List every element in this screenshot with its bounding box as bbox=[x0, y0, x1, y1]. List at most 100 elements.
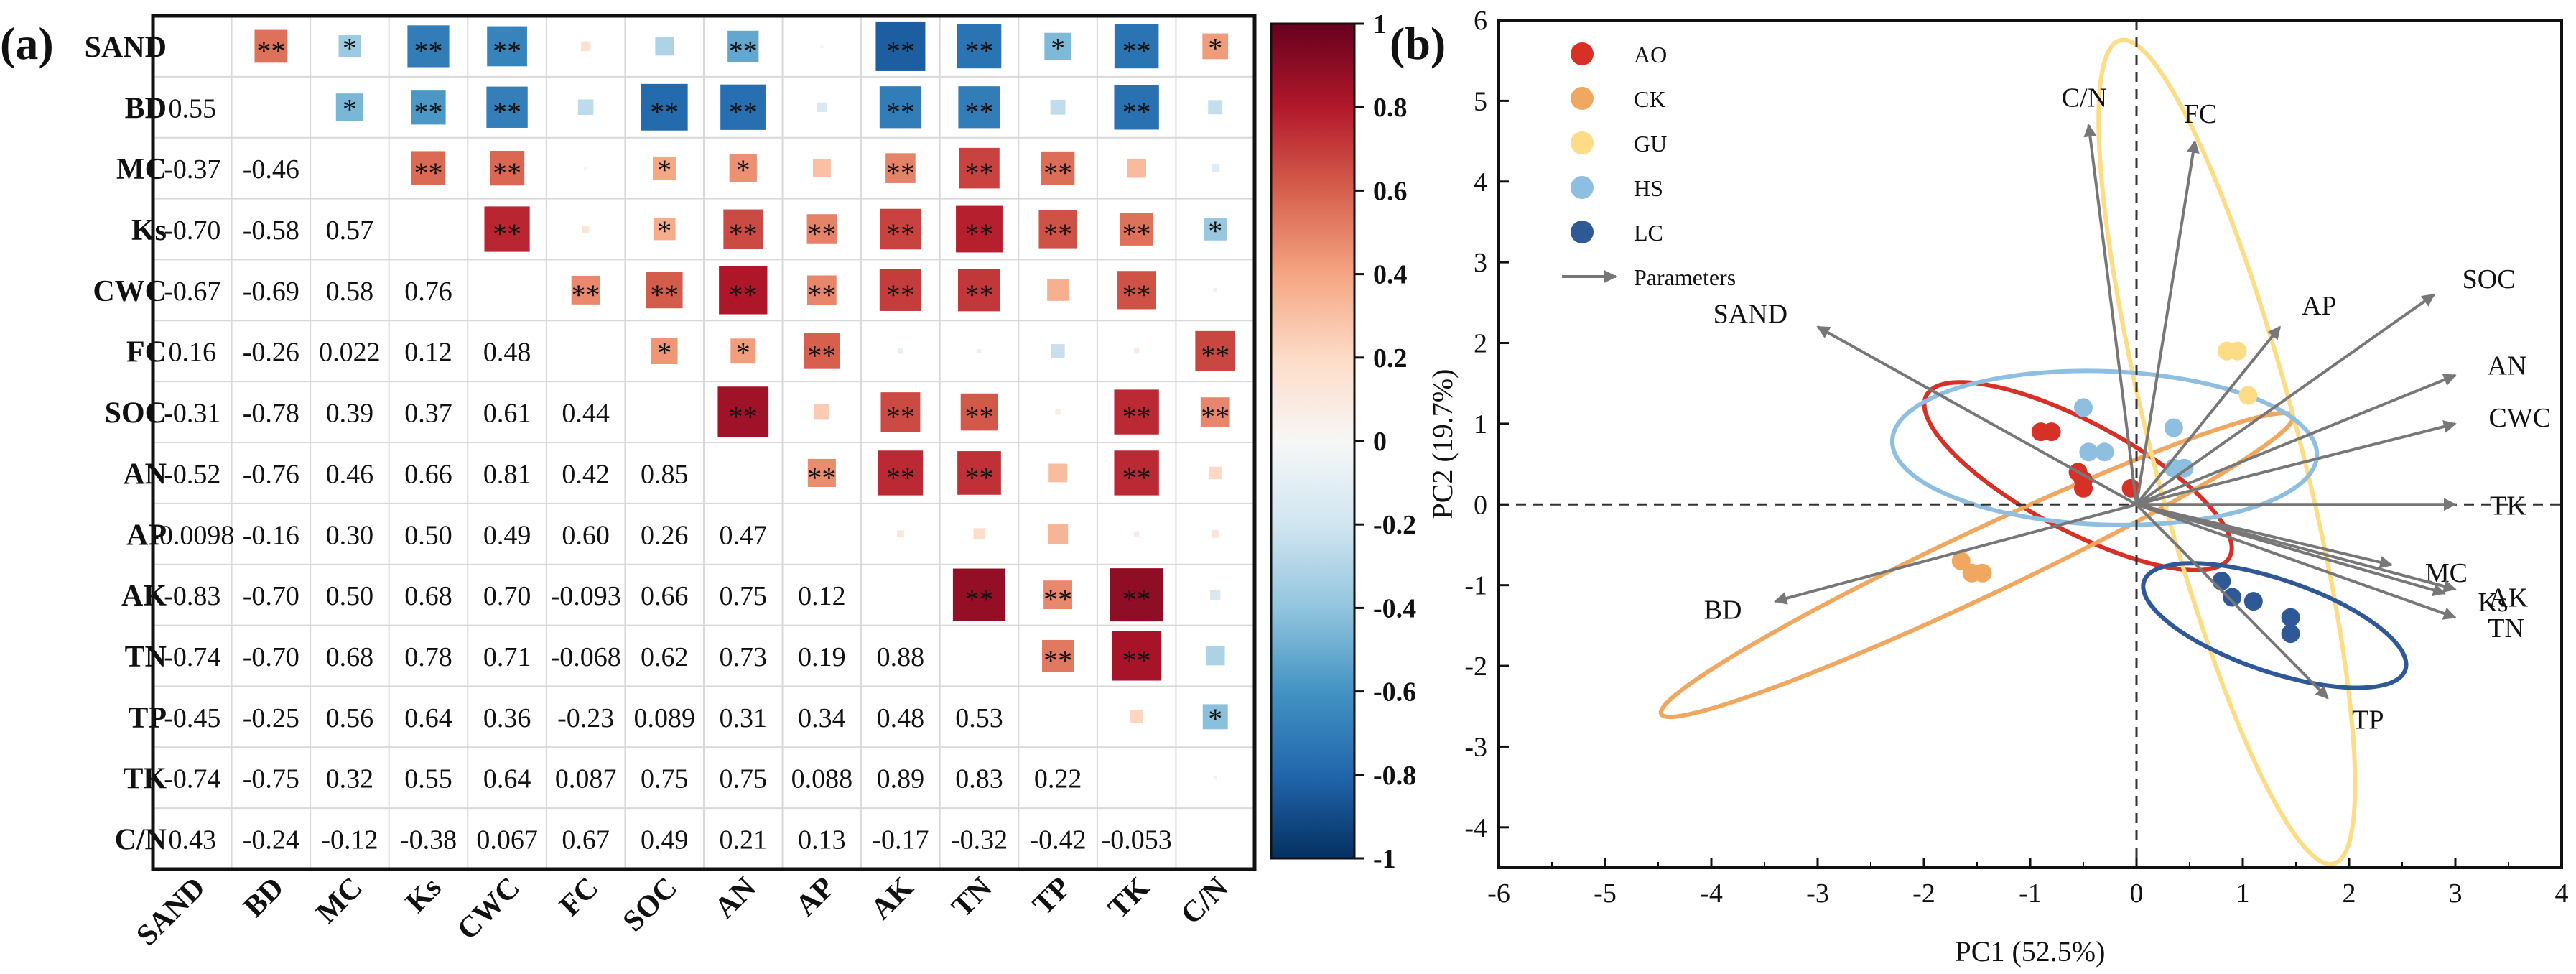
heatmap-column-label: TP bbox=[1027, 871, 1077, 922]
correlation-value: 0.067 bbox=[476, 825, 538, 855]
correlation-value: -0.24 bbox=[243, 825, 299, 855]
heatmap-row-label: BD bbox=[125, 92, 167, 125]
legend-marker-ck bbox=[1571, 87, 1594, 110]
correlation-value: 0.43 bbox=[169, 825, 217, 855]
correlation-value: 0.022 bbox=[319, 338, 381, 368]
correlation-value: 0.22 bbox=[1034, 764, 1082, 794]
correlation-value: 0.62 bbox=[641, 642, 689, 672]
significance-mark: ** bbox=[1043, 218, 1072, 250]
correlation-square bbox=[1055, 409, 1061, 415]
loading-arrow-tp bbox=[2135, 503, 2329, 700]
correlation-value: -0.25 bbox=[243, 703, 299, 733]
colorbar-tick-label: 1 bbox=[1373, 9, 1387, 40]
confidence-ellipse-gu bbox=[2096, 37, 2358, 866]
correlation-value: -0.32 bbox=[951, 825, 1008, 855]
loading-arrow-soc bbox=[2135, 293, 2435, 506]
correlation-square bbox=[957, 269, 1001, 312]
pca-point-hs bbox=[2164, 418, 2183, 437]
y-tick-label: 5 bbox=[1474, 86, 1487, 116]
correlation-square bbox=[486, 86, 528, 128]
correlation-value: 0.44 bbox=[562, 399, 610, 429]
y-tick-label: -3 bbox=[1464, 732, 1487, 762]
colorbar-tick-label: -0.4 bbox=[1373, 593, 1416, 623]
correlation-value: 0.12 bbox=[798, 581, 846, 611]
significance-mark: * bbox=[657, 154, 671, 186]
loading-label: TN bbox=[2488, 613, 2524, 644]
pca-y-axis-label: PC2 (19.7%) bbox=[1426, 369, 1459, 519]
colorbar-tick-label: 0.6 bbox=[1373, 176, 1408, 206]
correlation-square bbox=[806, 214, 837, 244]
correlation-value: 0.75 bbox=[720, 764, 768, 794]
loading-arrow-ak bbox=[2136, 503, 2457, 593]
correlation-value: 0.55 bbox=[169, 93, 217, 124]
x-tick-label: -3 bbox=[1806, 878, 1829, 909]
y-tick-label: 1 bbox=[1474, 409, 1487, 440]
correlation-square bbox=[411, 151, 446, 185]
y-tick-label: 3 bbox=[1474, 248, 1487, 278]
correlation-value: 0.36 bbox=[483, 703, 531, 733]
significance-mark: ** bbox=[256, 34, 285, 67]
correlation-square bbox=[1202, 704, 1228, 730]
significance-mark: ** bbox=[965, 583, 994, 616]
x-tick-label: 0 bbox=[2130, 878, 2144, 909]
correlation-square bbox=[641, 83, 688, 131]
correlation-square bbox=[411, 90, 446, 125]
correlation-square bbox=[484, 206, 530, 252]
correlation-square bbox=[1209, 466, 1222, 480]
correlation-square bbox=[1042, 639, 1074, 672]
correlation-square bbox=[956, 205, 1003, 253]
correlation-square bbox=[880, 208, 921, 250]
loading-label: TK bbox=[2490, 491, 2526, 521]
correlation-value: 0.47 bbox=[720, 520, 768, 550]
legend-label: Parameters bbox=[1634, 264, 1736, 290]
loading-label: AK bbox=[2488, 583, 2528, 613]
correlation-square bbox=[1114, 389, 1159, 435]
significance-mark: * bbox=[736, 154, 750, 186]
x-tick-label: 2 bbox=[2343, 878, 2356, 909]
correlation-square bbox=[814, 404, 830, 420]
heatmap-column-label: TN bbox=[946, 871, 999, 924]
correlation-square bbox=[875, 21, 926, 71]
correlation-square bbox=[577, 99, 594, 116]
significance-mark: ** bbox=[1122, 644, 1151, 677]
legend-marker-hs bbox=[1571, 176, 1594, 199]
significance-mark: ** bbox=[807, 461, 836, 493]
significance-mark: ** bbox=[1122, 34, 1151, 67]
legend-label: GU bbox=[1634, 131, 1667, 157]
correlation-value: 0.48 bbox=[483, 338, 531, 368]
correlation-square bbox=[651, 338, 678, 365]
correlation-value: 0.73 bbox=[720, 642, 768, 672]
pca-point-hs bbox=[2095, 442, 2114, 462]
y-tick-label: -4 bbox=[1464, 813, 1487, 843]
pca-point-hs bbox=[2079, 442, 2098, 462]
heatmap-row-label: AP bbox=[126, 519, 167, 552]
correlation-square bbox=[878, 450, 924, 496]
correlation-square bbox=[896, 530, 904, 538]
pca-point-lc bbox=[2243, 592, 2263, 611]
correlation-value: -0.053 bbox=[1102, 825, 1172, 855]
significance-mark: ** bbox=[493, 218, 521, 250]
panel-a-label: (a) bbox=[0, 18, 54, 69]
significance-mark: ** bbox=[729, 96, 758, 128]
significance-mark: ** bbox=[414, 96, 443, 128]
significance-mark: ** bbox=[650, 279, 679, 311]
heatmap-frame bbox=[151, 14, 1257, 871]
correlation-square bbox=[1210, 590, 1221, 600]
significance-mark: ** bbox=[729, 218, 758, 250]
correlation-value: 0.32 bbox=[326, 764, 374, 794]
heatmap-row-label: AN bbox=[123, 458, 167, 491]
pca-point-lc bbox=[2212, 572, 2231, 591]
correlation-square bbox=[717, 386, 769, 437]
significance-mark: ** bbox=[886, 157, 915, 189]
correlation-value: 0.37 bbox=[404, 399, 452, 429]
correlation-square bbox=[1130, 710, 1143, 724]
correlation-square bbox=[817, 102, 827, 112]
colorbar-tick-label: -0.8 bbox=[1373, 761, 1416, 791]
y-tick-label: 2 bbox=[1474, 329, 1487, 359]
correlation-square bbox=[487, 26, 527, 67]
correlation-square bbox=[885, 153, 916, 183]
significance-mark: ** bbox=[1201, 401, 1229, 433]
correlation-square bbox=[655, 37, 674, 56]
correlation-value: 0.39 bbox=[326, 399, 374, 429]
